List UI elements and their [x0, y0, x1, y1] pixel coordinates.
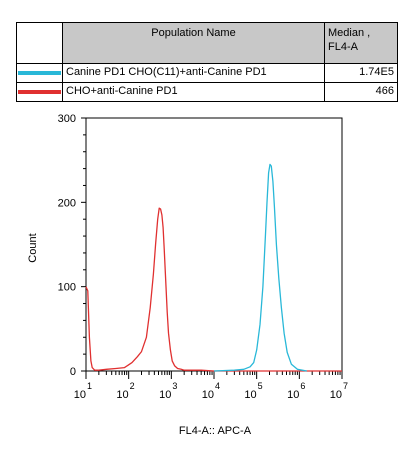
series-line	[85, 207, 342, 372]
x-tick-label: 10	[74, 389, 86, 401]
x-tick-label: 10	[287, 389, 299, 401]
x-tick-exponent: 1	[87, 381, 92, 391]
y-axis: 0 100 200 300	[58, 113, 86, 378]
median-header: Median , FL4-A	[324, 22, 398, 64]
legend-row: Canine PD1 CHO(C11)+anti-Canine PD1 1.74…	[16, 63, 398, 83]
series-line	[213, 163, 307, 372]
median-header-line1: Median ,	[328, 27, 371, 39]
x-tick-exponent: 2	[130, 381, 135, 391]
x-tick-label: 10	[330, 389, 342, 401]
legend-swatch-cell	[16, 82, 63, 102]
y-tick-label: 0	[70, 366, 76, 378]
median-header-line2: FL4-A	[328, 41, 358, 53]
plot-border	[85, 117, 343, 372]
x-tick-label: 10	[244, 389, 256, 401]
x-tick-exponent: 7	[343, 381, 348, 391]
x-axis-label: FL4-A:: APC-A	[179, 425, 252, 437]
population-name: CHO+anti-Canine PD1	[62, 82, 325, 102]
x-tick-label: 10	[202, 389, 214, 401]
x-tick-exponent: 3	[172, 381, 177, 391]
x-tick-label: 10	[159, 389, 171, 401]
population-name: Canine PD1 CHO(C11)+anti-Canine PD1	[62, 63, 325, 83]
legend-table: Population Name Median , FL4-A Canine PD1…	[16, 22, 398, 102]
y-axis-label: Count	[27, 233, 39, 262]
y-tick-label: 300	[58, 113, 76, 125]
red-swatch	[18, 90, 61, 94]
plot-frame	[85, 117, 343, 372]
y-tick-label: 100	[58, 282, 76, 294]
legend-header-row: Population Name Median , FL4-A	[16, 22, 398, 64]
series-layer	[85, 163, 342, 372]
y-tick-label: 200	[58, 197, 76, 209]
x-tick-exponent: 5	[258, 381, 263, 391]
median-value: 466	[324, 82, 398, 102]
x-tick-exponent: 4	[215, 381, 220, 391]
x-tick-label: 10	[116, 389, 128, 401]
cyan-swatch	[18, 71, 61, 75]
population-name-header: Population Name	[62, 22, 325, 64]
legend-header-blank	[16, 22, 63, 64]
x-tick-exponent: 6	[300, 381, 305, 391]
legend-row: CHO+anti-Canine PD1 466	[16, 82, 398, 102]
